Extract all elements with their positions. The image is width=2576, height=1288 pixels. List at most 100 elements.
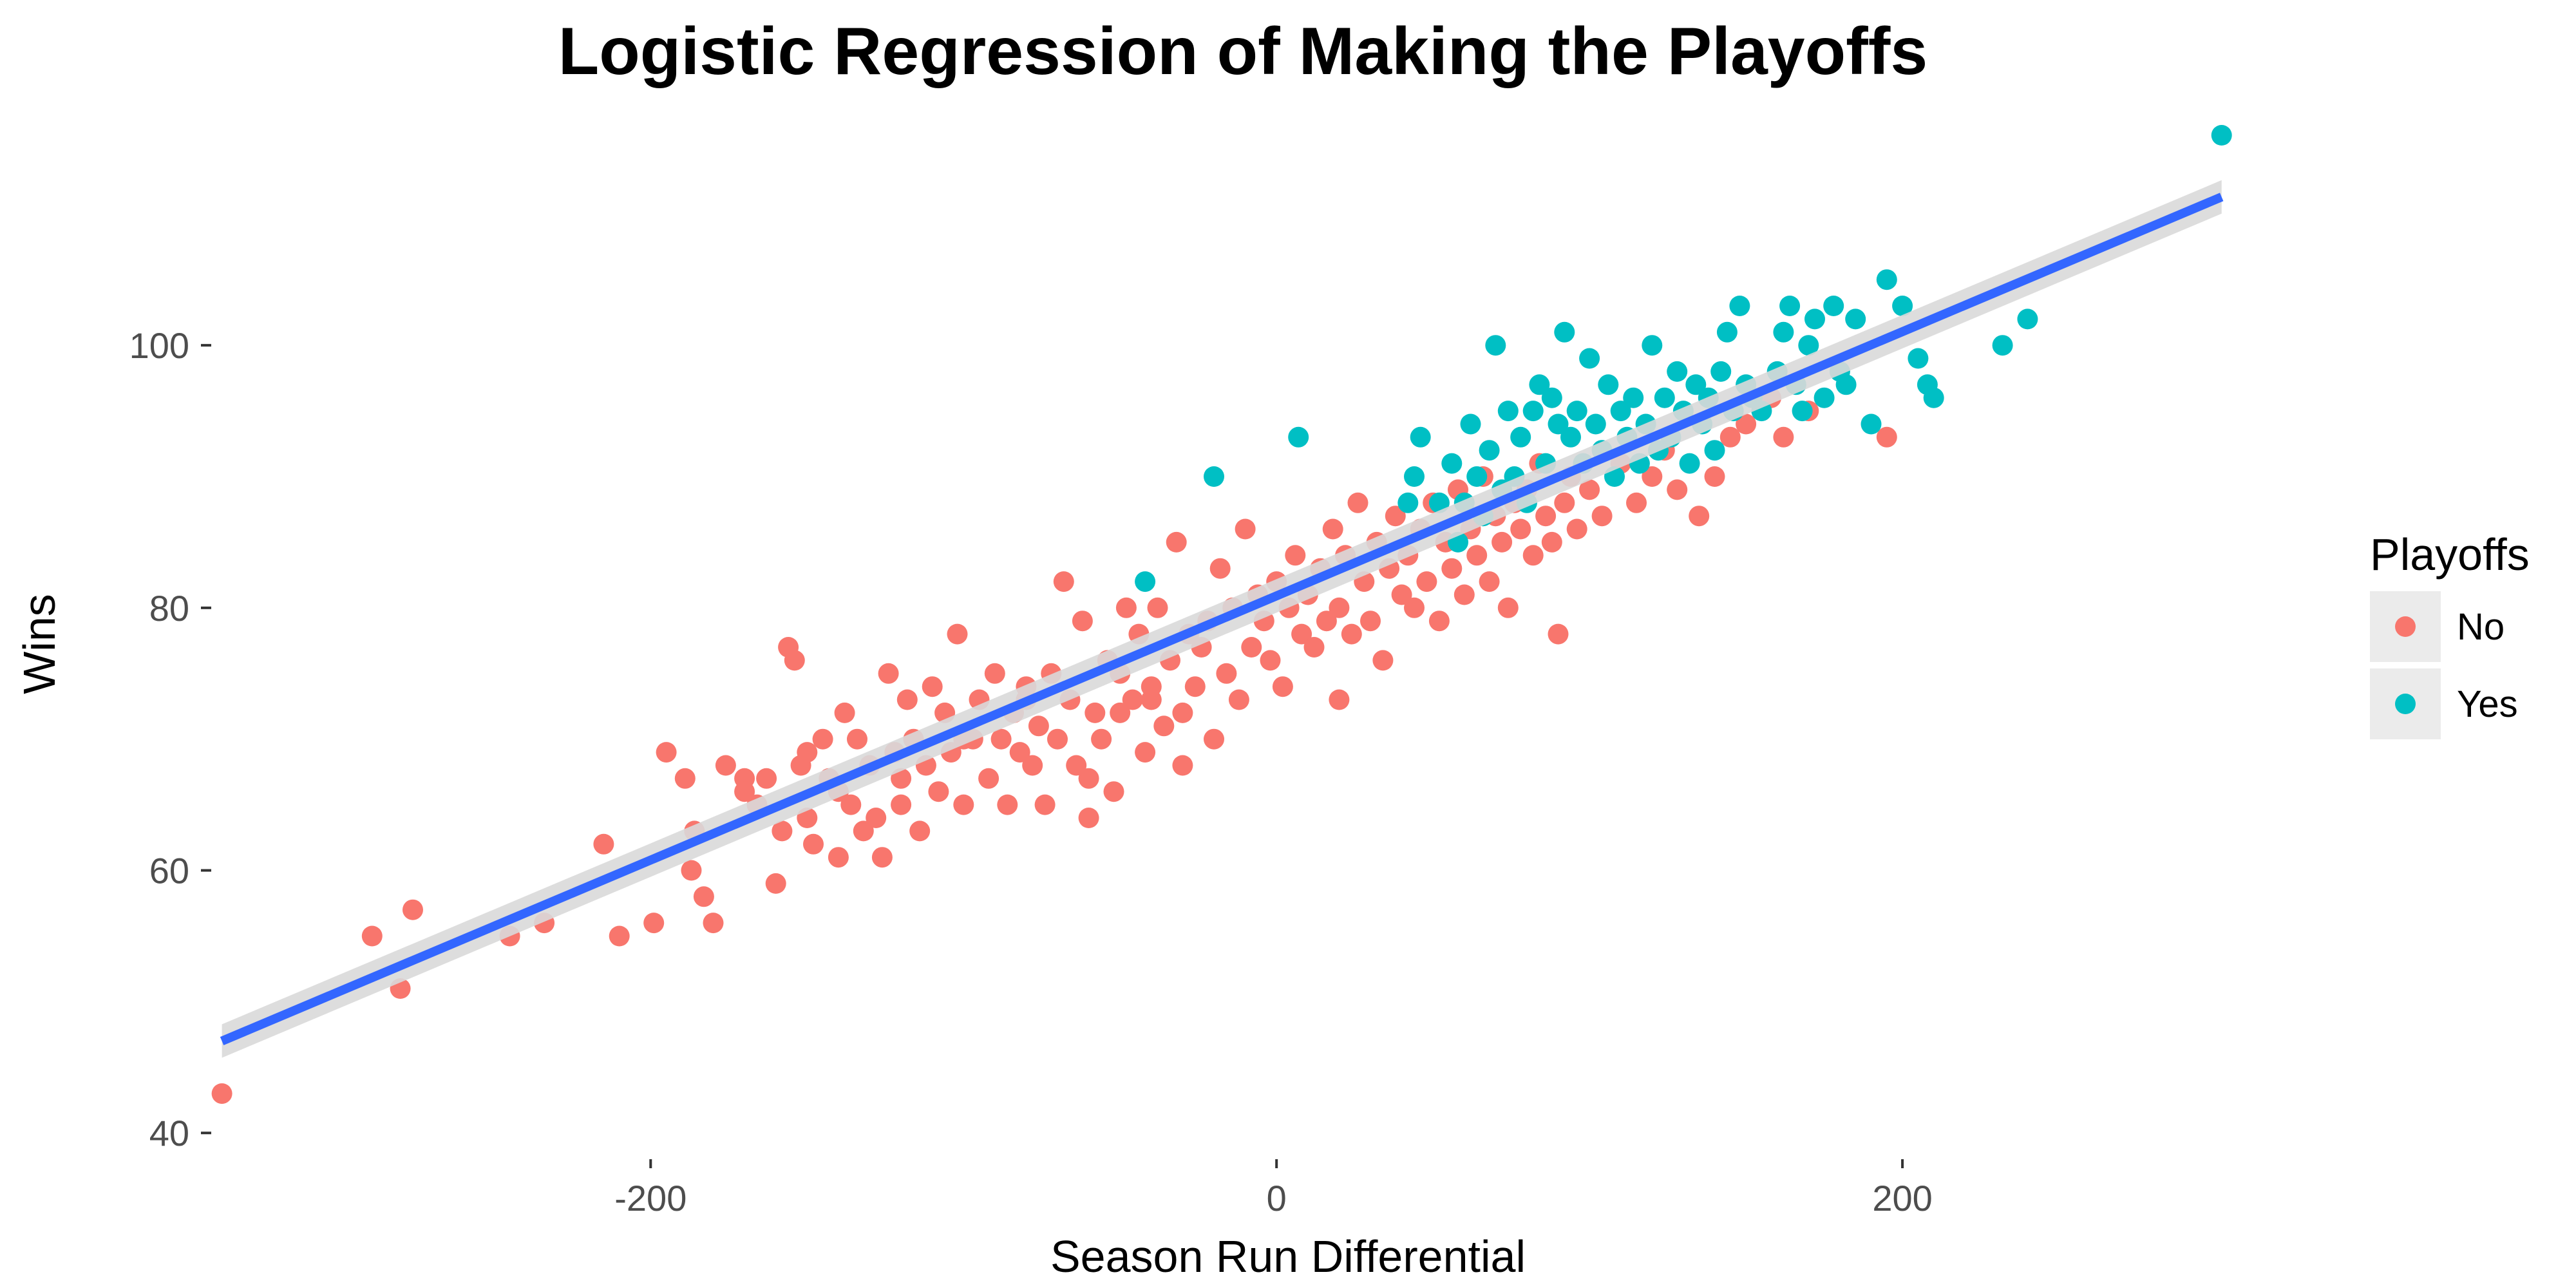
data-point-yes-64 <box>1814 387 1835 408</box>
data-point-no-109 <box>1341 623 1362 645</box>
data-point-no-31 <box>847 728 867 750</box>
data-point-no-47 <box>947 623 968 645</box>
data-point-no-69 <box>1091 728 1112 750</box>
data-point-no-18 <box>756 768 777 789</box>
data-point-no-87 <box>1204 728 1224 750</box>
data-point-no-59 <box>1028 715 1049 737</box>
data-point-no-52 <box>984 663 1005 684</box>
data-point-no-3 <box>402 899 423 920</box>
data-point-yes-5 <box>1410 426 1431 448</box>
data-point-yes-25 <box>1554 321 1575 343</box>
data-point-yes-13 <box>1479 440 1500 461</box>
data-point-no-20 <box>772 820 793 842</box>
data-point-no-127 <box>1454 584 1475 605</box>
data-point-no-110 <box>1347 492 1368 513</box>
data-point-yes-72 <box>1908 348 1929 369</box>
data-point-no-7 <box>609 925 630 947</box>
data-point-yes-23 <box>1541 387 1562 408</box>
data-point-no-103 <box>1303 637 1325 658</box>
data-point-no-66 <box>1072 611 1093 632</box>
data-point-yes-51 <box>1716 321 1738 343</box>
x-axis-title: Season Run Differential <box>1050 1231 1526 1282</box>
data-point-no-25 <box>803 833 824 855</box>
data-point-yes-26 <box>1560 426 1581 448</box>
data-point-no-28 <box>828 847 849 868</box>
data-point-no-26 <box>812 728 833 750</box>
legend-label-yes: Yes <box>2457 683 2518 725</box>
legend-dot-yes <box>2395 694 2416 714</box>
legend-title: Playoffs <box>2370 529 2530 580</box>
data-point-no-154 <box>1704 466 1725 487</box>
data-point-yes-21 <box>1529 374 1550 395</box>
data-point-yes-76 <box>2017 308 2038 330</box>
data-point-no-147 <box>1591 506 1613 527</box>
data-point-no-78 <box>1147 597 1168 618</box>
data-point-yes-2 <box>1288 426 1309 448</box>
data-point-no-96 <box>1260 650 1281 671</box>
data-point-no-73 <box>1115 597 1137 618</box>
data-point-no-171 <box>1110 702 1131 723</box>
data-point-yes-11 <box>1466 466 1488 487</box>
y-tick-label-3: 100 <box>129 325 189 366</box>
data-point-no-13 <box>693 886 714 907</box>
trend-line <box>220 193 2224 1045</box>
data-point-no-125 <box>1441 558 1463 579</box>
data-point-yes-65 <box>1823 296 1844 316</box>
data-point-no-44 <box>928 781 949 802</box>
data-point-no-167 <box>1141 689 1162 710</box>
data-point-no-88 <box>1209 558 1231 579</box>
data-point-yes-7 <box>1441 453 1463 474</box>
data-point-yes-20 <box>1522 401 1544 422</box>
data-point-no-14 <box>703 913 724 934</box>
data-point-no-11 <box>681 860 702 881</box>
data-point-no-146 <box>1579 479 1600 500</box>
data-point-no-60 <box>1034 794 1056 815</box>
data-point-no-38 <box>891 794 912 815</box>
data-point-no-43 <box>922 676 943 697</box>
data-point-no-121 <box>1416 571 1437 592</box>
data-point-no-81 <box>1166 531 1187 553</box>
y-tick-label-1: 60 <box>149 851 189 891</box>
data-point-yes-27 <box>1566 401 1587 422</box>
data-point-no-140 <box>1535 506 1557 527</box>
data-point-no-76 <box>1135 742 1156 763</box>
data-point-no-131 <box>1479 571 1500 592</box>
data-point-no-35 <box>871 847 893 868</box>
plot-area <box>211 125 2232 1104</box>
legend-label-no: No <box>2457 606 2505 648</box>
data-point-no-9 <box>656 742 677 763</box>
data-point-no-145 <box>1566 518 1587 540</box>
data-point-yes-46 <box>1685 374 1707 395</box>
data-point-no-134 <box>1497 597 1519 618</box>
y-axis-title: Wins <box>14 594 64 694</box>
data-point-no-155 <box>1719 426 1741 448</box>
data-point-no-71 <box>1103 781 1124 802</box>
data-point-yes-0 <box>1135 571 1156 592</box>
legend-dot-no <box>2395 616 2416 637</box>
data-point-yes-67 <box>1835 374 1857 395</box>
data-point-yes-32 <box>1598 374 1619 395</box>
data-point-no-58 <box>1022 755 1043 776</box>
data-point-yes-43 <box>1667 361 1688 382</box>
data-point-yes-30 <box>1585 413 1606 435</box>
data-point-no-19 <box>765 873 786 894</box>
data-point-no-138 <box>1522 545 1544 566</box>
data-point-no-1 <box>361 925 383 947</box>
data-point-no-6 <box>593 833 614 855</box>
data-point-yes-69 <box>1861 413 1882 435</box>
data-point-yes-62 <box>1798 335 1819 356</box>
data-point-yes-1 <box>1204 466 1224 487</box>
data-point-no-36 <box>878 663 899 684</box>
data-point-no-107 <box>1329 597 1350 618</box>
data-point-no-92 <box>1235 518 1256 540</box>
data-point-no-169 <box>797 742 818 763</box>
data-point-no-34 <box>866 808 887 828</box>
data-point-no-156 <box>1736 413 1757 435</box>
data-point-yes-4 <box>1404 466 1425 487</box>
data-point-no-141 <box>1541 531 1562 553</box>
data-point-no-89 <box>1216 663 1237 684</box>
data-point-yes-68 <box>1845 308 1866 330</box>
data-point-yes-71 <box>1892 296 1913 316</box>
data-point-yes-24 <box>1548 413 1569 435</box>
data-point-no-54 <box>997 794 1018 815</box>
